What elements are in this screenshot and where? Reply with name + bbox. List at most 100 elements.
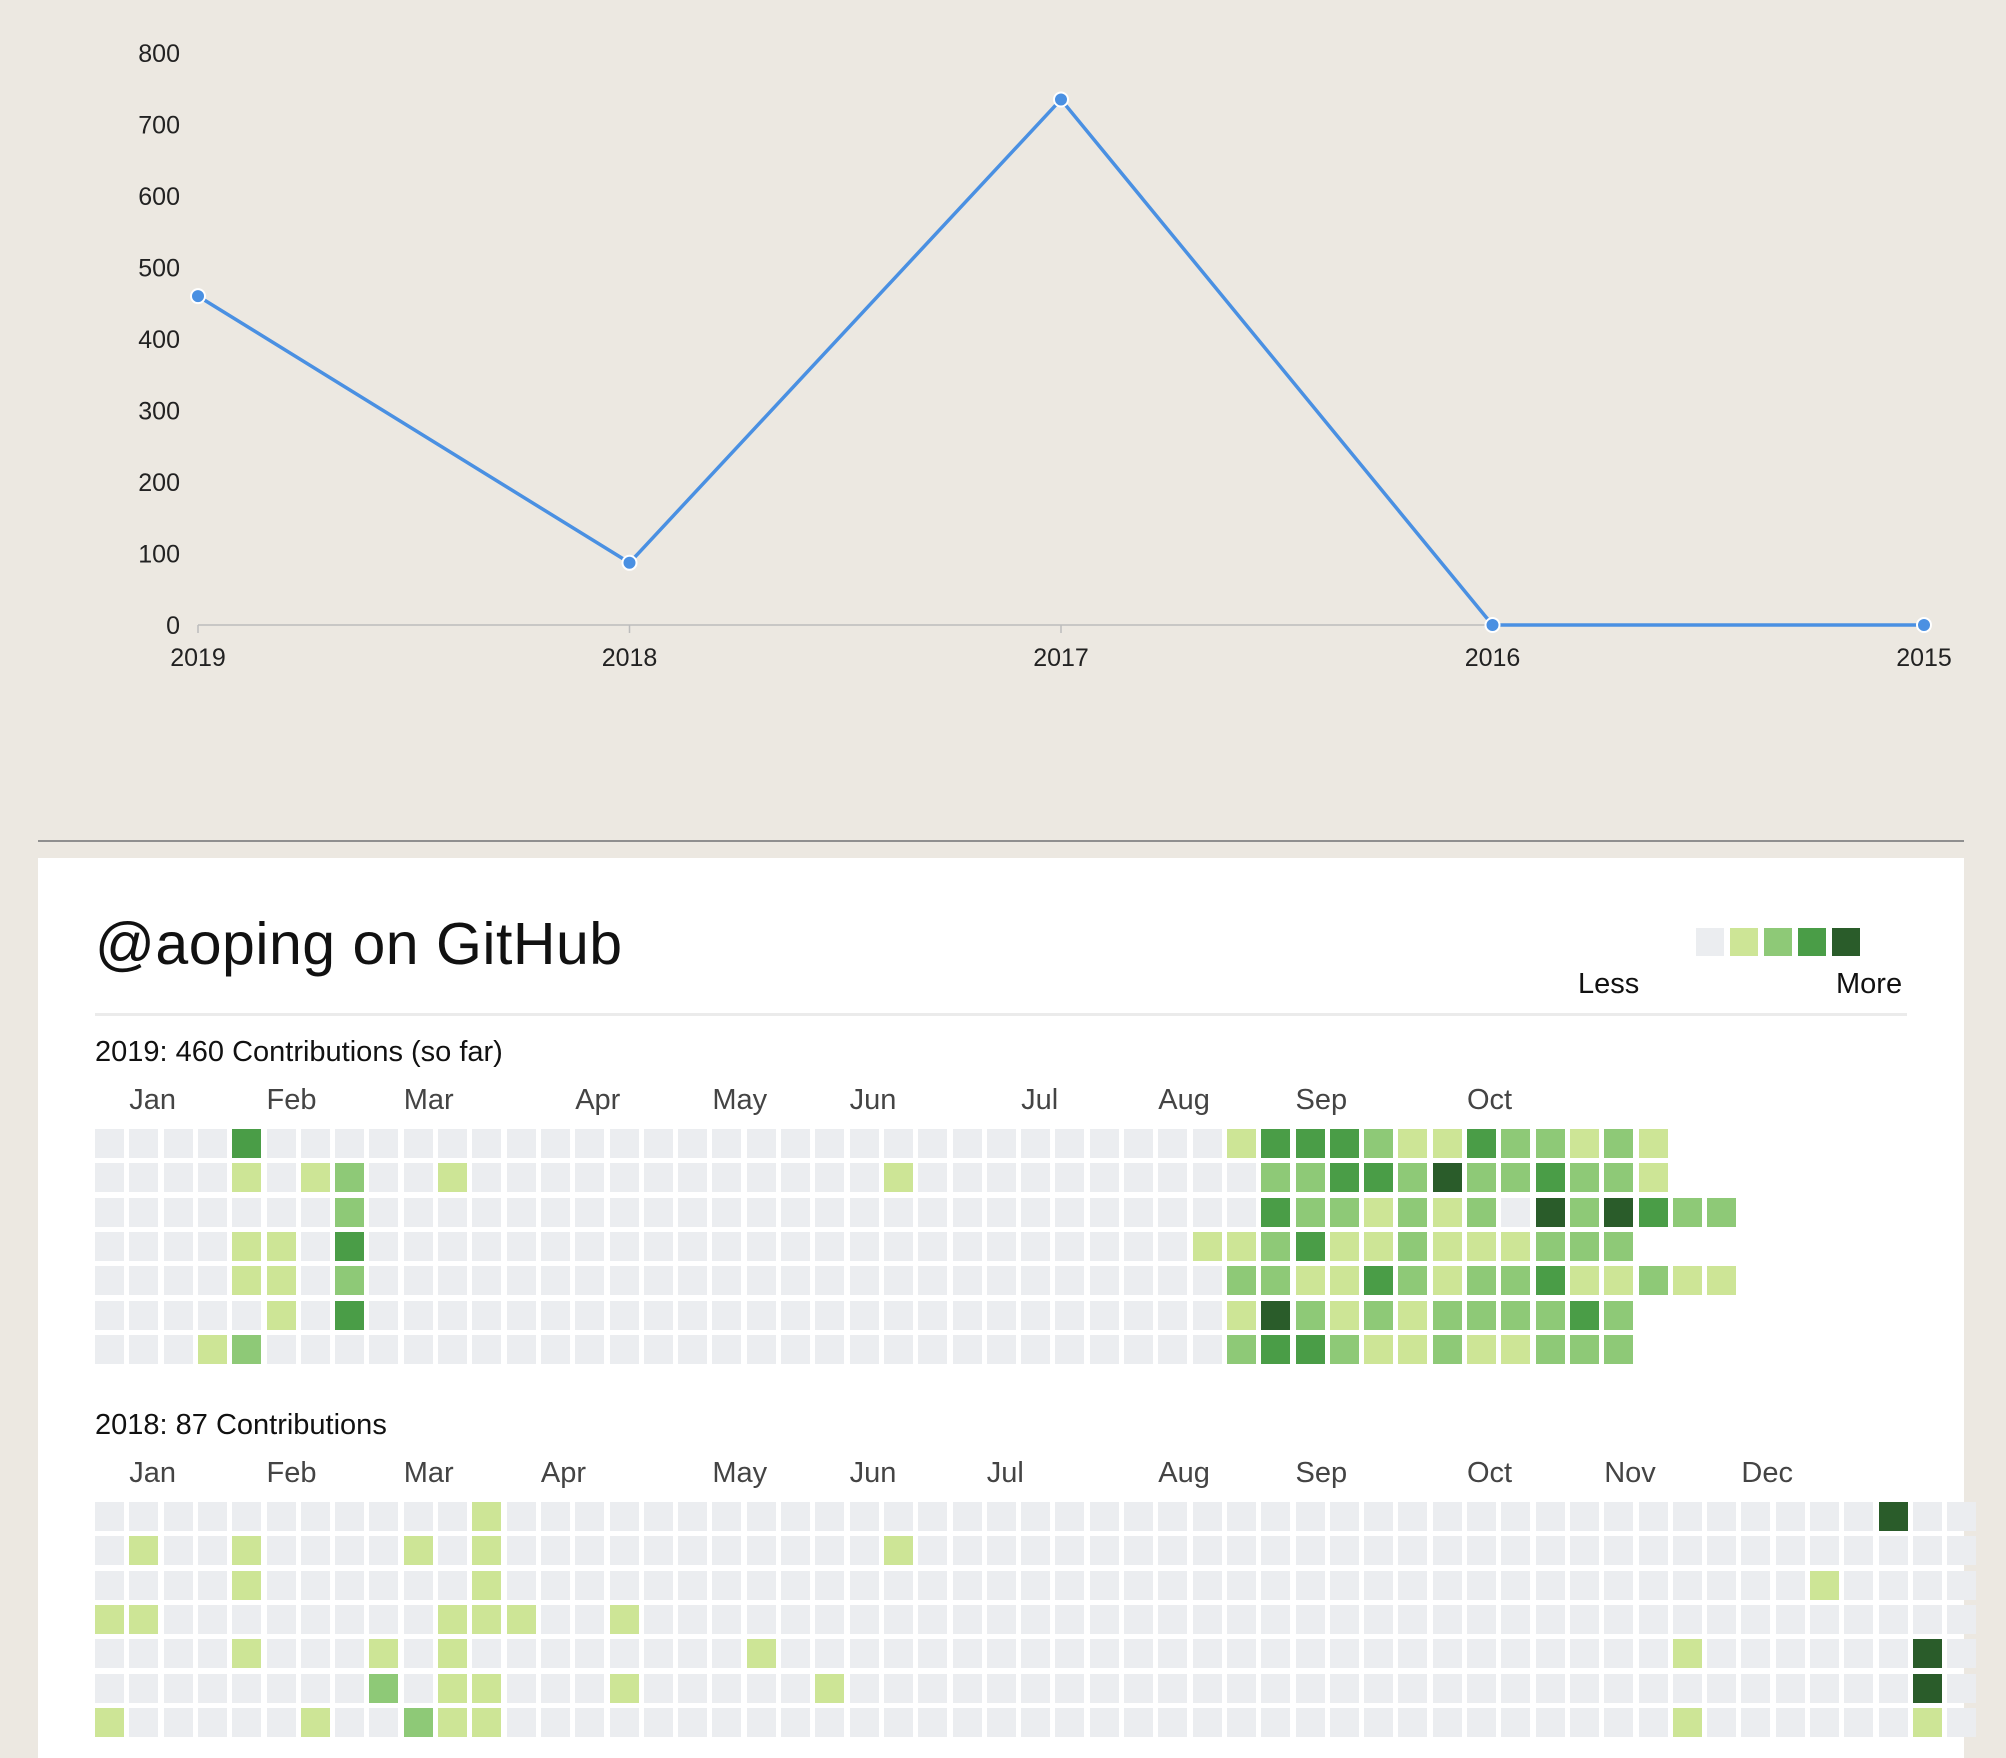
contribution-day-cell[interactable] xyxy=(815,1707,845,1737)
contribution-day-cell[interactable] xyxy=(506,1129,536,1158)
contribution-day-cell[interactable] xyxy=(1364,1570,1394,1600)
contribution-day-cell[interactable] xyxy=(1398,1673,1428,1703)
contribution-day-cell[interactable] xyxy=(746,1266,776,1296)
contribution-day-cell[interactable] xyxy=(1741,1604,1771,1634)
contribution-day-cell[interactable] xyxy=(883,1570,913,1600)
contribution-day-cell[interactable] xyxy=(266,1536,296,1566)
contribution-day-cell[interactable] xyxy=(540,1536,570,1566)
contribution-day-cell[interactable] xyxy=(1261,1197,1291,1227)
contribution-day-cell[interactable] xyxy=(986,1163,1016,1193)
contribution-day-cell[interactable] xyxy=(1055,1163,1085,1193)
contribution-day-cell[interactable] xyxy=(1672,1707,1702,1737)
contribution-day-cell[interactable] xyxy=(1604,1129,1634,1158)
contribution-day-cell[interactable] xyxy=(197,1300,227,1330)
contribution-day-cell[interactable] xyxy=(1467,1570,1496,1600)
contribution-day-cell[interactable] xyxy=(781,1231,810,1261)
contribution-day-cell[interactable] xyxy=(163,1707,193,1737)
contribution-day-cell[interactable] xyxy=(849,1604,879,1634)
contribution-day-cell[interactable] xyxy=(1055,1129,1085,1158)
contribution-day-cell[interactable] xyxy=(197,1604,227,1634)
contribution-day-cell[interactable] xyxy=(746,1163,776,1193)
contribution-day-cell[interactable] xyxy=(1021,1570,1051,1600)
contribution-day-cell[interactable] xyxy=(438,1300,467,1330)
contribution-day-cell[interactable] xyxy=(300,1570,330,1600)
contribution-day-cell[interactable] xyxy=(1021,1707,1051,1737)
contribution-day-cell[interactable] xyxy=(678,1707,708,1737)
contribution-day-cell[interactable] xyxy=(163,1197,193,1227)
contribution-day-cell[interactable] xyxy=(712,1673,742,1703)
contribution-day-cell[interactable] xyxy=(300,1502,330,1531)
contribution-day-cell[interactable] xyxy=(540,1639,570,1669)
contribution-day-cell[interactable] xyxy=(1329,1197,1359,1227)
contribution-day-cell[interactable] xyxy=(815,1129,845,1158)
contribution-day-cell[interactable] xyxy=(575,1300,605,1330)
contribution-day-cell[interactable] xyxy=(1021,1673,1051,1703)
contribution-day-cell[interactable] xyxy=(1501,1639,1531,1669)
contribution-day-cell[interactable] xyxy=(1158,1163,1188,1193)
contribution-day-cell[interactable] xyxy=(1844,1604,1874,1634)
contribution-day-cell[interactable] xyxy=(95,1163,124,1193)
contribution-day-cell[interactable] xyxy=(1158,1536,1188,1566)
contribution-day-cell[interactable] xyxy=(1192,1197,1222,1227)
contribution-day-cell[interactable] xyxy=(1535,1707,1565,1737)
contribution-day-cell[interactable] xyxy=(300,1163,330,1193)
contribution-day-cell[interactable] xyxy=(1569,1673,1599,1703)
contribution-day-cell[interactable] xyxy=(1226,1266,1256,1296)
contribution-day-cell[interactable] xyxy=(403,1570,433,1600)
contribution-day-cell[interactable] xyxy=(540,1197,570,1227)
contribution-day-cell[interactable] xyxy=(575,1334,605,1364)
contribution-day-cell[interactable] xyxy=(1364,1604,1394,1634)
contribution-day-cell[interactable] xyxy=(1192,1129,1222,1158)
contribution-day-cell[interactable] xyxy=(1535,1604,1565,1634)
contribution-day-cell[interactable] xyxy=(506,1334,536,1364)
contribution-day-cell[interactable] xyxy=(1947,1502,1977,1531)
contribution-day-cell[interactable] xyxy=(129,1334,159,1364)
contribution-day-cell[interactable] xyxy=(815,1197,845,1227)
contribution-day-cell[interactable] xyxy=(781,1639,810,1669)
contribution-day-cell[interactable] xyxy=(1089,1334,1119,1364)
contribution-day-cell[interactable] xyxy=(781,1502,810,1531)
contribution-day-cell[interactable] xyxy=(540,1570,570,1600)
contribution-day-cell[interactable] xyxy=(369,1300,399,1330)
contribution-day-cell[interactable] xyxy=(1226,1604,1256,1634)
contribution-day-cell[interactable] xyxy=(678,1300,708,1330)
contribution-day-cell[interactable] xyxy=(540,1334,570,1364)
contribution-day-cell[interactable] xyxy=(506,1300,536,1330)
contribution-day-cell[interactable] xyxy=(609,1707,639,1737)
contribution-day-cell[interactable] xyxy=(1226,1502,1256,1531)
contribution-day-cell[interactable] xyxy=(1569,1163,1599,1193)
contribution-day-cell[interactable] xyxy=(1261,1673,1291,1703)
contribution-day-cell[interactable] xyxy=(1364,1266,1394,1296)
contribution-day-cell[interactable] xyxy=(609,1639,639,1669)
contribution-day-cell[interactable] xyxy=(369,1197,399,1227)
contribution-day-cell[interactable] xyxy=(643,1639,673,1669)
contribution-day-cell[interactable] xyxy=(1124,1266,1153,1296)
contribution-day-cell[interactable] xyxy=(1192,1502,1222,1531)
contribution-day-cell[interactable] xyxy=(609,1163,639,1193)
contribution-day-cell[interactable] xyxy=(1775,1639,1805,1669)
contribution-day-cell[interactable] xyxy=(197,1197,227,1227)
contribution-day-cell[interactable] xyxy=(369,1502,399,1531)
contribution-day-cell[interactable] xyxy=(678,1163,708,1193)
contribution-day-cell[interactable] xyxy=(609,1570,639,1600)
contribution-day-cell[interactable] xyxy=(1844,1502,1874,1531)
contribution-day-cell[interactable] xyxy=(1226,1163,1256,1193)
contribution-day-cell[interactable] xyxy=(1055,1300,1085,1330)
contribution-day-cell[interactable] xyxy=(781,1163,810,1193)
contribution-day-cell[interactable] xyxy=(197,1570,227,1600)
contribution-day-cell[interactable] xyxy=(849,1536,879,1566)
contribution-day-cell[interactable] xyxy=(1467,1231,1496,1261)
contribution-day-cell[interactable] xyxy=(1638,1639,1668,1669)
contribution-day-cell[interactable] xyxy=(575,1570,605,1600)
contribution-day-cell[interactable] xyxy=(746,1197,776,1227)
contribution-day-cell[interactable] xyxy=(163,1266,193,1296)
contribution-day-cell[interactable] xyxy=(540,1502,570,1531)
contribution-day-cell[interactable] xyxy=(369,1334,399,1364)
contribution-day-cell[interactable] xyxy=(266,1300,296,1330)
contribution-day-cell[interactable] xyxy=(403,1197,433,1227)
contribution-day-cell[interactable] xyxy=(300,1197,330,1227)
contribution-day-cell[interactable] xyxy=(1055,1502,1085,1531)
contribution-day-cell[interactable] xyxy=(1638,1673,1668,1703)
contribution-day-cell[interactable] xyxy=(1055,1639,1085,1669)
contribution-day-cell[interactable] xyxy=(300,1231,330,1261)
